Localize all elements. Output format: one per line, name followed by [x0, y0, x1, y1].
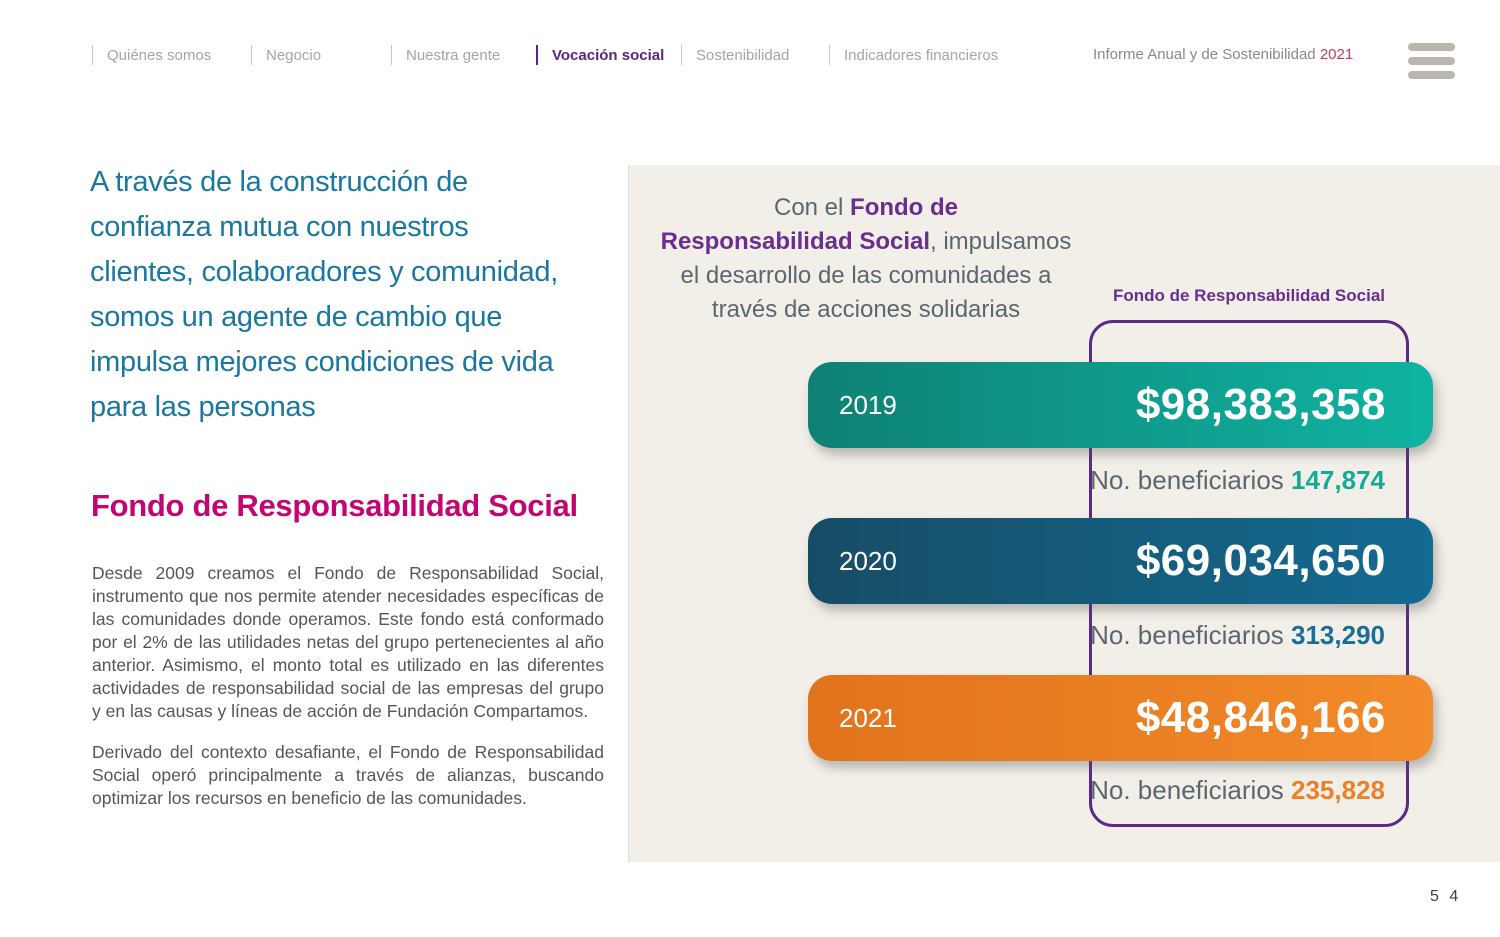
panel-intro-line: Con el Fondo de — [651, 191, 1081, 225]
nav-item-sostenibilidad[interactable]: Sostenibilidad — [681, 44, 789, 66]
panel-intro-bold: Responsabilidad Social — [660, 228, 931, 255]
bar-amount-value: $98,383,358 — [1135, 380, 1386, 429]
beneficiaries-row-2020: No. beneficiarios 313,290 — [1090, 620, 1385, 651]
nav-separator — [251, 45, 252, 65]
beneficiaries-label: No. beneficiarios — [1090, 465, 1284, 495]
fund-bar-2021: 2021 $48,846,166 — [808, 675, 1433, 761]
intro-quote-line: impulsa mejores condiciones de vida — [90, 346, 554, 378]
hamburger-icon — [1408, 71, 1455, 79]
bar-amount-value: $48,846,166 — [1135, 693, 1386, 742]
nav-item-label: Indicadores financieros — [844, 46, 999, 64]
intro-quote-line: A través de la construcción de — [90, 166, 468, 198]
nav-item-label: Negocio — [266, 46, 322, 64]
nav-item-label: Sostenibilidad — [696, 46, 790, 64]
fund-bar-2019: 2019 $98,383,358 — [808, 362, 1433, 448]
nav-item-label: Quiénes somos — [107, 46, 212, 64]
bar-year-label: 2019 — [839, 389, 897, 420]
infographic-panel: Con el Fondo de Responsabilidad Social, … — [628, 165, 1500, 862]
panel-intro-line: el desarrollo de las comunidades a — [680, 262, 1052, 289]
intro-quote-line: somos un agente de cambio que — [90, 301, 503, 333]
body-paragraph-2: Derivado del contexto desafiante, el Fon… — [92, 742, 604, 808]
nav-separator — [536, 45, 538, 65]
beneficiaries-value: 235,828 — [1291, 775, 1385, 805]
nav-item-indicadores-financieros[interactable]: Indicadores financieros — [829, 44, 998, 66]
intro-quote-line: clientes, colaboradores y comunidad, — [90, 256, 558, 288]
nav-item-nuestra-gente[interactable]: Nuestra gente — [391, 44, 500, 66]
intro-quote-line: para las personas — [90, 391, 316, 423]
hamburger-icon — [1408, 43, 1455, 51]
panel-intro-line: través de acciones solidarias — [711, 296, 1021, 323]
nav-separator — [829, 45, 830, 65]
beneficiaries-label: No. beneficiarios — [1090, 620, 1284, 650]
nav-item-negocio[interactable]: Negocio — [251, 44, 321, 66]
beneficiaries-row-2021: No. beneficiarios 235,828 — [1090, 775, 1385, 806]
beneficiaries-value: 313,290 — [1291, 620, 1385, 650]
nav-item-label: Vocación social — [552, 46, 665, 64]
report-year: 2021 — [1319, 46, 1354, 63]
panel-intro-text: Con el — [773, 194, 851, 221]
nav-separator — [391, 45, 392, 65]
bar-year-label: 2020 — [839, 545, 897, 576]
intro-quote-line: confianza mutua con nuestros — [90, 211, 469, 243]
nav-separator — [92, 45, 93, 65]
section-heading: Fondo de Responsabilidad Social — [91, 488, 578, 523]
body-paragraph-1: Desde 2009 creamos el Fondo de Responsab… — [92, 563, 604, 721]
nav-item-quienes-somos[interactable]: Quiénes somos — [92, 44, 211, 66]
hamburger-icon — [1408, 57, 1455, 65]
panel-intro-bold: Fondo de — [850, 194, 959, 221]
beneficiaries-value: 147,874 — [1291, 465, 1385, 495]
intro-quote: A través de la construcción de confianza… — [90, 160, 650, 430]
beneficiaries-label: No. beneficiarios — [1090, 775, 1284, 805]
nav-item-label: Nuestra gente — [406, 46, 501, 64]
panel-intro-line: Responsabilidad Social, impulsamos — [651, 225, 1081, 259]
nav-item-vocacion-social[interactable]: Vocación social — [536, 44, 664, 66]
page-number: 5 4 — [1430, 888, 1462, 905]
beneficiaries-row-2019: No. beneficiarios 147,874 — [1090, 465, 1385, 496]
fund-bar-2020: 2020 $69,034,650 — [808, 518, 1433, 604]
bar-amount-value: $69,034,650 — [1135, 536, 1386, 585]
menu-button[interactable] — [1408, 43, 1455, 85]
report-title-text: Informe Anual y de Sostenibilidad — [1093, 46, 1316, 63]
report-title: Informe Anual y de Sostenibilidad 2021 — [1093, 46, 1353, 63]
panel-intro-text: , impulsamos — [930, 228, 1072, 255]
chart-title: Fondo de Responsabilidad Social — [1112, 286, 1386, 305]
nav-separator — [681, 45, 682, 65]
panel-intro: Con el Fondo de Responsabilidad Social, … — [651, 191, 1081, 327]
bar-year-label: 2021 — [839, 702, 897, 733]
